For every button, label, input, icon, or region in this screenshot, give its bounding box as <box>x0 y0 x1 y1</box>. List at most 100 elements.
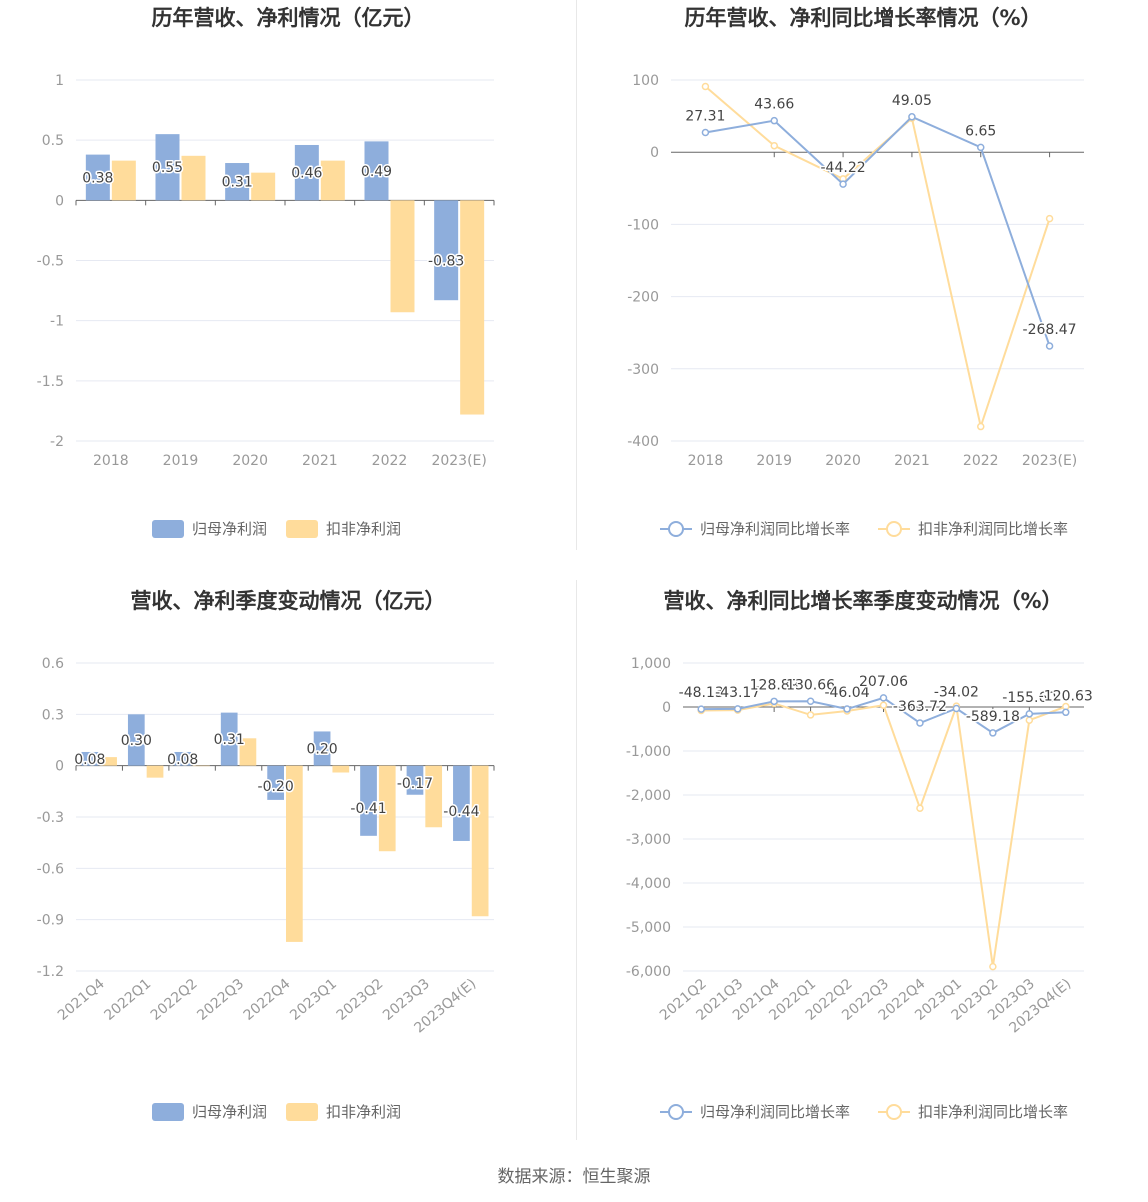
x-tick-label: 2019 <box>756 453 792 469</box>
data-label: -155.60 <box>1002 690 1056 706</box>
data-label: -48.13 <box>679 685 724 701</box>
legend: 归母净利润同比增长率 扣非净利润同比增长率 <box>660 1103 1068 1121</box>
y-tick-label: 1 <box>55 73 64 89</box>
legend-marker <box>886 1104 902 1120</box>
data-point <box>701 128 710 137</box>
bar-deducted-net-profit <box>425 765 443 828</box>
bar-deducted-net-profit <box>100 757 117 766</box>
bar-parent-net-profit <box>127 714 145 766</box>
y-tick-label: -2,000 <box>626 788 671 804</box>
data-point <box>839 180 847 188</box>
x-tick-label: 2022Q1 <box>101 976 154 1024</box>
x-tick-label: 2022Q4 <box>241 976 294 1024</box>
y-tick-label: 0.6 <box>42 656 64 672</box>
bar-parent-net-profit <box>225 163 250 201</box>
legend-label: 归母净利润 <box>192 520 267 538</box>
data-point <box>989 729 997 737</box>
line-parent-growth <box>705 115 1051 347</box>
bar-parent-net-profit <box>313 731 331 766</box>
data-point <box>770 116 778 125</box>
x-tick-label: 2021 <box>894 453 930 469</box>
bar-deducted-net-profit <box>332 765 350 773</box>
bar-deducted-net-profit <box>390 200 415 313</box>
x-tick-label: 2023(E) <box>1022 453 1077 469</box>
bar-deducted-net-profit <box>251 172 276 201</box>
x-tick-label: 2023(E) <box>431 453 486 469</box>
legend-marker <box>886 521 902 537</box>
data-label: -0.20 <box>258 779 294 795</box>
data-point <box>977 422 985 431</box>
data-label: 0.31 <box>214 732 245 748</box>
y-tick-label: 0.5 <box>42 133 64 149</box>
bar-parent-net-profit <box>81 751 99 766</box>
y-tick-label: -4,000 <box>626 876 671 892</box>
y-tick-label: -2 <box>50 434 64 450</box>
y-tick-label: 0 <box>662 700 671 716</box>
y-tick-label: -6,000 <box>626 964 671 980</box>
data-label: 6.65 <box>965 123 996 139</box>
data-point <box>1045 214 1054 223</box>
data-point <box>1062 708 1070 717</box>
bar-deducted-net-profit <box>146 765 164 778</box>
chart-quarterly-growth: 营收、净利同比增长率季度变动情况（%） 1,000 0 -1,000 -2,000 -3,… <box>626 589 1094 1121</box>
data-label: 0.49 <box>361 164 392 180</box>
data-label: 49.05 <box>892 93 932 109</box>
data-point <box>701 82 710 91</box>
y-tick-label: -300 <box>627 362 659 378</box>
legend-label: 归母净利润同比增长率 <box>700 520 850 538</box>
data-point <box>1025 716 1034 724</box>
data-label: 0.08 <box>167 752 198 768</box>
bar-parent-net-profit <box>453 765 470 841</box>
bar-parent-net-profit <box>364 141 389 201</box>
data-label: 27.31 <box>685 108 725 124</box>
data-label: -120.63 <box>1039 688 1093 704</box>
chart-title: 营收、净利季度变动情况（亿元） <box>131 589 446 613</box>
legend-marker <box>668 521 684 537</box>
data-point <box>879 701 888 709</box>
y-tick-label: -1.5 <box>37 374 64 390</box>
data-label: 130.66 <box>786 677 835 693</box>
chart-title: 营收、净利同比增长率季度变动情况（%） <box>663 589 1062 613</box>
legend-swatch-orange <box>286 1103 318 1121</box>
data-label: -363.72 <box>893 699 947 715</box>
x-tick-label: 2022Q2 <box>148 976 201 1024</box>
x-tick-label: 2023Q2 <box>334 976 387 1024</box>
data-point <box>908 113 916 121</box>
legend-label: 归母净利润 <box>192 1103 267 1121</box>
x-tick-label: 2021 <box>302 453 338 469</box>
y-tick-label: 0.3 <box>42 707 64 723</box>
legend-label: 扣非净利润同比增长率 <box>918 520 1068 538</box>
bar-parent-net-profit <box>360 765 377 836</box>
chart-quarterly-profit: 营收、净利季度变动情况（亿元）0.60.30-0.3-0.6-0.9-1.220… <box>37 589 495 1121</box>
data-label: 0.46 <box>291 166 322 182</box>
bar-parent-net-profit <box>406 765 424 795</box>
data-label: -0.44 <box>443 804 479 820</box>
y-tick-label: 0 <box>650 145 659 161</box>
legend-marker <box>668 1104 684 1120</box>
y-tick-label: -0.3 <box>37 810 64 826</box>
data-point <box>697 705 705 713</box>
y-tick-label: -1 <box>50 314 64 330</box>
data-point <box>916 719 924 727</box>
vertical-divider <box>576 0 577 550</box>
x-tick-label: 2020 <box>825 453 861 469</box>
data-label: 0.30 <box>121 733 152 749</box>
legend-label: 归母净利润同比增长率 <box>700 1103 850 1121</box>
y-tick-label: 0 <box>55 759 64 775</box>
data-point <box>916 804 924 812</box>
y-tick-label: -100 <box>627 217 659 233</box>
bar-parent-net-profit <box>294 144 319 201</box>
data-point <box>806 711 815 719</box>
data-point <box>806 697 815 706</box>
x-tick-label: 2018 <box>93 453 129 469</box>
legend-label: 扣非净利润 <box>326 520 401 538</box>
data-label: -268.47 <box>1023 322 1077 338</box>
y-tick-label: -400 <box>627 434 659 450</box>
bar-deducted-net-profit <box>181 155 206 201</box>
chart-annual-growth: 历年营收、净利同比增长率情况（%） 100 0 -100 -200 -300 -400 201… <box>627 6 1084 538</box>
data-point <box>770 141 778 150</box>
data-label: -0.83 <box>428 253 464 269</box>
data-point <box>989 962 997 971</box>
y-tick-label: -200 <box>627 290 659 306</box>
y-tick-label: -0.9 <box>37 913 64 929</box>
